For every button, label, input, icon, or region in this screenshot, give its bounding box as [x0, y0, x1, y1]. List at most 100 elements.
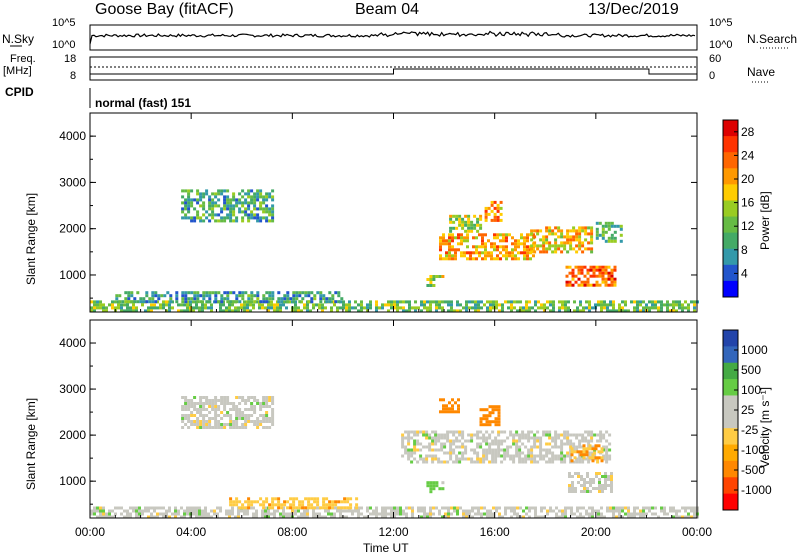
scatter-cell [441, 309, 444, 313]
scatter-cell [454, 401, 457, 405]
scatter-cell [527, 451, 531, 455]
scatter-cell [181, 189, 185, 193]
scatter-cell [627, 512, 630, 516]
scatter-cell [690, 300, 693, 304]
velocity-colorbar-label: -25 [741, 423, 759, 437]
scatter-cell [258, 306, 261, 310]
scatter-cell [250, 198, 254, 202]
scatter-cell [262, 300, 266, 304]
scatter-cell [396, 306, 399, 310]
scatter-cell [190, 219, 194, 223]
scatter-cell [501, 303, 504, 307]
scatter-cell [271, 497, 275, 501]
scatter-cell [425, 436, 429, 440]
scatter-cell [105, 515, 108, 519]
scatter-cell [605, 430, 609, 434]
scatter-cell [312, 515, 315, 519]
scatter-cell [511, 257, 514, 261]
scatter-cell [597, 456, 601, 460]
scatter-cell [313, 297, 317, 301]
scatter-cell [268, 506, 272, 510]
x-tick-label: 12:00 [378, 525, 408, 539]
scatter-cell [537, 306, 540, 310]
scatter-cell [328, 503, 332, 507]
scatter-cell [276, 309, 279, 313]
scatter-cell [250, 201, 254, 205]
scatter-cell [549, 303, 552, 307]
scatter-cell [238, 210, 242, 214]
scatter-cell [455, 430, 459, 434]
scatter-cell [339, 300, 342, 304]
scatter-cell [484, 233, 487, 237]
scatter-cell [497, 445, 501, 449]
scatter-cell [548, 241, 552, 245]
scatter-cell [346, 500, 350, 504]
scatter-cell [572, 448, 576, 452]
mhz-label: [MHz] [3, 65, 32, 77]
scatter-cell [500, 439, 504, 443]
scatter-cell [457, 398, 460, 402]
scatter-cell [243, 509, 246, 513]
scatter-cell [183, 309, 186, 313]
scatter-cell [259, 189, 263, 193]
scatter-cell [554, 250, 558, 254]
scatter-cell [479, 423, 483, 427]
scatter-cell [262, 294, 266, 298]
scatter-cell [442, 398, 445, 402]
scatter-cell [654, 303, 657, 307]
scatter-cell [312, 306, 315, 310]
scatter-cell [429, 481, 433, 485]
scatter-cell [301, 503, 305, 507]
scatter-cell [196, 300, 200, 304]
scatter-cell [560, 448, 564, 452]
scatter-cell [108, 515, 111, 519]
scatter-cell [651, 512, 654, 516]
scatter-cell [512, 460, 516, 464]
scatter-cell [199, 399, 203, 402]
scatter-cell [496, 245, 499, 249]
cpid-value: normal (fast) 151 [95, 96, 192, 110]
scatter-cell [289, 497, 293, 501]
scatter-cell [482, 436, 486, 440]
scatter-cell [159, 506, 162, 510]
scatter-cell [477, 512, 480, 516]
scatter-cell [651, 506, 654, 510]
scatter-cell [558, 309, 561, 313]
scatter-cell [539, 448, 543, 452]
scatter-cell [429, 309, 432, 313]
scatter-cell [262, 201, 266, 205]
scatter-cell [316, 500, 320, 504]
scatter-cell [328, 291, 332, 295]
scatter-cell [515, 439, 519, 443]
scatter-cell [198, 506, 201, 510]
scatter-cell [426, 278, 430, 281]
scatter-cell [505, 254, 508, 258]
scatter-cell [549, 300, 552, 304]
scatter-cell [198, 512, 201, 516]
scatter-cell [271, 207, 275, 211]
scatter-cell [480, 300, 483, 304]
scatter-cell [569, 433, 573, 437]
scatter-cell [255, 509, 258, 513]
scatter-cell [202, 297, 206, 301]
scatter-cell [310, 497, 314, 501]
freq-label: Freq. [10, 53, 36, 65]
scatter-cell [253, 201, 257, 205]
scatter-cell [333, 512, 336, 516]
scatter-cell [492, 512, 495, 516]
scatter-cell [271, 423, 275, 426]
scatter-cell [545, 241, 549, 245]
scatter-cell [256, 297, 260, 301]
scatter-cell [599, 430, 603, 434]
scatter-cell [491, 411, 495, 415]
scatter-cell [612, 306, 615, 310]
scatter-cell [408, 303, 411, 307]
scatter-cell [247, 294, 251, 298]
scatter-cell [515, 451, 519, 455]
scatter-cell [443, 445, 447, 449]
scatter-cell [279, 512, 282, 516]
scatter-cell [229, 408, 233, 411]
scatter-cell [583, 484, 586, 487]
scatter-cell [443, 436, 447, 440]
scatter-cell [238, 500, 242, 504]
